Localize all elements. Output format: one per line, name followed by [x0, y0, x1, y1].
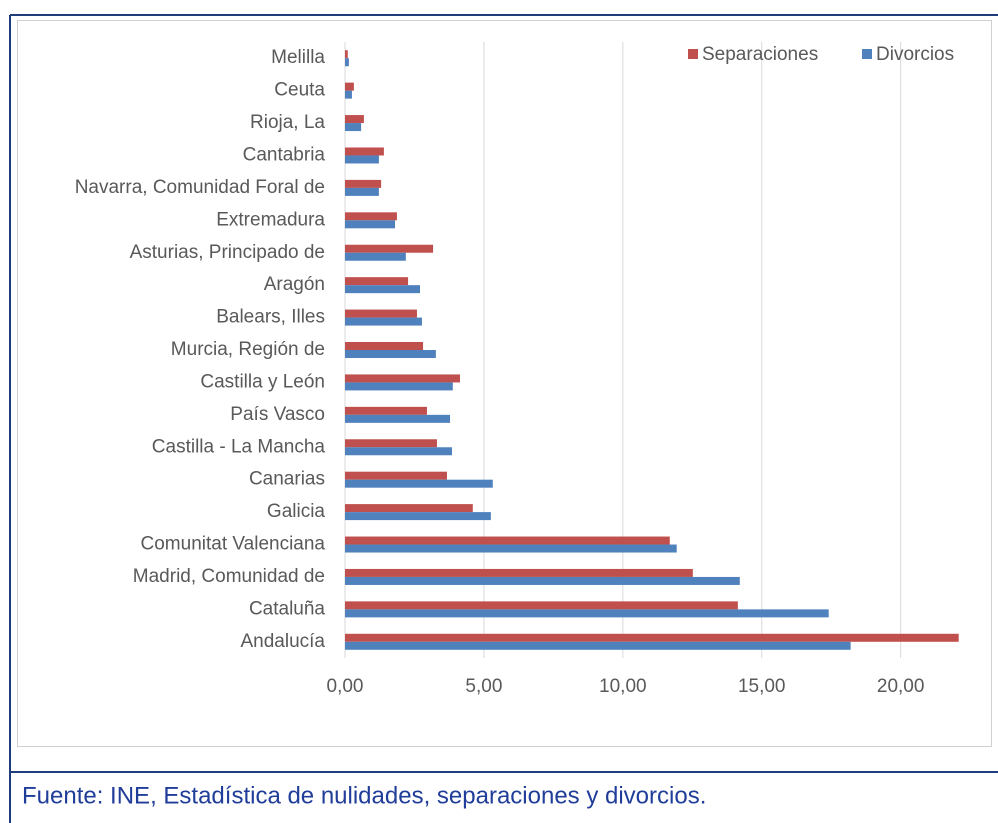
bar [345, 115, 364, 124]
bar [345, 382, 453, 391]
bar [345, 512, 491, 521]
bar [345, 187, 379, 196]
x-tick-label: 15,00 [738, 676, 786, 697]
legend-label: Separaciones [702, 44, 818, 65]
footnote: Fuente: INE, Estadística de nulidades, s… [22, 782, 706, 809]
y-tick-label: Canarias [249, 469, 325, 490]
y-tick-label: Andalucía [240, 631, 325, 652]
bar [345, 123, 362, 132]
bar [345, 350, 436, 358]
y-tick-label: Galicia [267, 501, 326, 522]
bar [345, 277, 409, 286]
bar [345, 179, 382, 188]
bar [345, 342, 424, 350]
y-tick-label: Navarra, Comunidad Foral de [75, 177, 325, 198]
y-tick-label: Madrid, Comunidad de [133, 566, 325, 587]
bar [345, 601, 738, 610]
bar [345, 220, 396, 229]
bar [345, 471, 447, 480]
y-tick-label: Castilla - La Mancha [152, 436, 326, 457]
bar [345, 317, 422, 326]
bar [345, 576, 740, 585]
legend-label: Divorcios [876, 44, 954, 65]
bar [345, 439, 437, 448]
bar [345, 252, 406, 261]
bar [345, 309, 417, 318]
bar [345, 641, 851, 650]
bar [345, 90, 352, 99]
bar [345, 447, 452, 456]
y-tick-label: Rioja, La [250, 112, 325, 133]
bar [345, 406, 427, 415]
legend-swatch [688, 49, 698, 59]
bar [345, 82, 354, 91]
y-tick-label: Cataluña [249, 598, 325, 619]
bar [345, 244, 434, 253]
y-tick-label: Asturias, Principado de [130, 242, 325, 263]
legend-swatch [862, 49, 872, 59]
y-tick-label: Aragón [264, 274, 325, 295]
x-tick-label: 0,00 [327, 676, 364, 697]
bar [345, 414, 451, 423]
bar [345, 147, 384, 156]
bar [345, 285, 421, 294]
bar [345, 504, 473, 513]
y-tick-label: Melilla [271, 47, 325, 68]
y-tick-label: Murcia, Región de [171, 339, 325, 360]
y-tick-label: Balears, Illes [216, 307, 325, 328]
bar [345, 536, 670, 545]
y-tick-label: Ceuta [274, 80, 325, 101]
bar [345, 479, 493, 488]
bar [345, 374, 461, 383]
bar [345, 568, 693, 577]
y-tick-label: Cantabria [243, 144, 326, 165]
bar [345, 609, 829, 618]
y-tick-label: Castilla y León [200, 371, 325, 392]
y-tick-label: Extremadura [216, 209, 325, 230]
x-tick-label: 5,00 [465, 676, 502, 697]
bar [345, 544, 677, 553]
x-tick-label: 10,00 [599, 676, 647, 697]
bar [345, 50, 348, 59]
bar [345, 155, 379, 164]
y-tick-label: Comunitat Valenciana [141, 534, 326, 555]
bar [345, 212, 397, 221]
x-tick-label: 20,00 [877, 676, 925, 697]
bar [345, 58, 349, 67]
chart-border [17, 20, 992, 747]
y-tick-label: País Vasco [230, 404, 325, 425]
bar [345, 633, 959, 642]
